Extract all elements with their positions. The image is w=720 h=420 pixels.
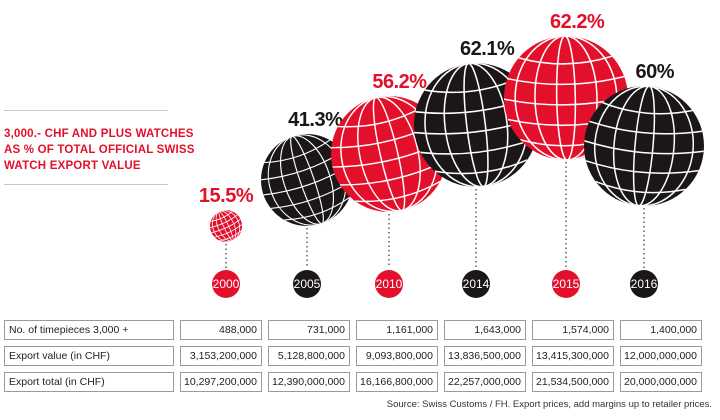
title-rule-bottom [4,184,168,185]
year-label: 2016 [631,277,658,291]
chart-title: 3,000.- CHF AND PLUS WATCHES AS % OF TOT… [4,126,195,174]
value-label: 41.3% [288,109,343,131]
sphere-2016: 60% 2016 [584,61,704,298]
chart-title-line-1: 3,000.- CHF AND PLUS WATCHES [4,128,194,140]
table-cell: 731,000 [268,320,350,340]
table-cell: 488,000 [180,320,262,340]
year-badge [375,270,403,298]
table-cell: 1,400,000 [620,320,702,340]
table-cell: 1,574,000 [532,320,614,340]
table-cell: 10,297,200,000 [180,372,262,392]
value-label: 62.1% [460,38,515,60]
table-cell: 13,415,300,000 [532,346,614,366]
row-label-export-total: Export total (in CHF) [4,372,174,392]
year-label: 2000 [213,277,240,291]
table-cell: 1,161,000 [356,320,438,340]
source-note: Source: Swiss Customs / FH. Export price… [386,399,712,410]
year-badge [212,270,240,298]
value-label: 62.2% [550,11,605,33]
chart-title-line-3: WATCH EXPORT VALUE [4,160,141,172]
table-cell: 13,836,500,000 [444,346,526,366]
sphere-grid [584,86,704,206]
sphere-body [210,210,242,242]
value-label: 60% [636,61,675,83]
year-badge [462,270,490,298]
table-cell: 12,390,000,000 [268,372,350,392]
table-cell: 3,153,200,000 [180,346,262,366]
table-cell: 1,643,000 [444,320,526,340]
row-label-timepieces: No. of timepieces 3,000 + [4,320,174,340]
table-cell: 12,000,000,000 [620,346,702,366]
table-cell: 16,166,800,000 [356,372,438,392]
table-cell: 22,257,000,000 [444,372,526,392]
table-cell: 5,128,800,000 [268,346,350,366]
year-label: 2005 [294,277,321,291]
title-rule-top [4,110,168,111]
sphere-chart: 15.5% 2000 41.3% 2005 56.2% 2010 62.1% 2014 62.2… [199,11,704,298]
chart-title-line-2: AS % OF TOTAL OFFICIAL SWISS [4,144,195,156]
sphere-body [261,134,353,226]
year-badge [552,270,580,298]
value-label: 56.2% [372,71,427,93]
table-cell: 21,534,500,000 [532,372,614,392]
table-cell: 9,093,800,000 [356,346,438,366]
year-label: 2010 [376,277,403,291]
table-cell: 20,000,000,000 [620,372,702,392]
row-label-export-value: Export value (in CHF) [4,346,174,366]
sphere-2000: 15.5% 2000 [199,185,254,298]
year-badge [293,270,321,298]
value-label: 15.5% [199,185,254,207]
year-label: 2014 [463,277,490,291]
year-badge [630,270,658,298]
sphere-body [584,86,704,206]
year-label: 2015 [553,277,580,291]
